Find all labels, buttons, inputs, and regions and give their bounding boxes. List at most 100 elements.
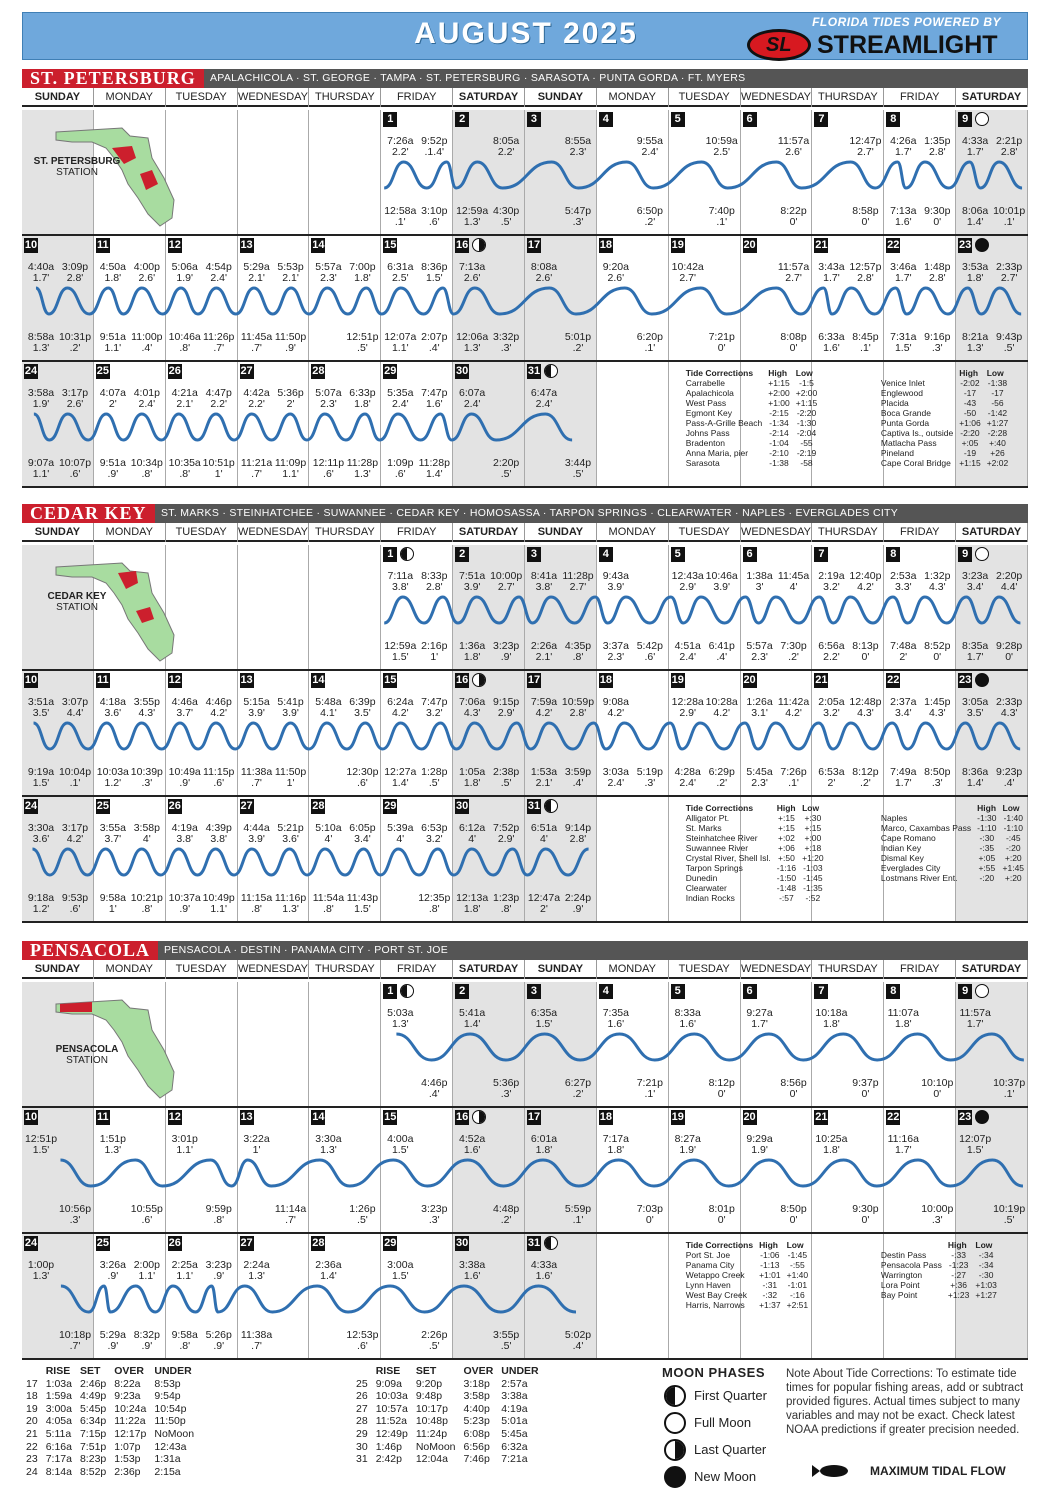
tide-time: 10:49a: [168, 766, 201, 778]
location-name: Matlacha Pass: [880, 438, 937, 448]
tide-time: 5:42p: [636, 640, 663, 652]
high-tide: 4:52a 1.6': [455, 1134, 489, 1156]
tide-time: 10:07p: [58, 457, 92, 469]
tide-corrections-table: Tide Corrections High Low Carrabelle +1:15 -1…: [683, 368, 821, 468]
corrections-header: Low: [802, 803, 820, 813]
tide-time: 2:20p: [493, 457, 520, 469]
moon-times-row: 20 4:05a 6:34p 11:22a 11:50p: [22, 1415, 198, 1428]
tide-height: 2.7': [1000, 272, 1018, 284]
weekday-label: SUNDAY: [525, 88, 597, 107]
low-tide: 11:38a .7': [240, 767, 274, 789]
day-number: 13: [239, 673, 254, 688]
day-number: 23: [958, 238, 973, 253]
tide-time: 11:45a: [777, 570, 810, 582]
high-tide: 2:33p 2.7': [992, 262, 1026, 284]
low-tide: 11:15p .6': [202, 767, 236, 789]
location-name: Lostmans River Ent.: [880, 873, 958, 883]
tide-time: 4:54p: [205, 261, 232, 273]
low-tide: 5:19p .3': [633, 767, 667, 789]
moon-time: 7:15p: [79, 1427, 107, 1440]
calendar-cell: [884, 1234, 957, 1358]
tide-height: 1.6': [894, 216, 912, 228]
tide-height: 1.7': [823, 272, 840, 284]
tide-time: 3:01p: [171, 1133, 198, 1145]
moon-time: 10:48p: [415, 1415, 448, 1428]
low-tide: 8:21a 1.3': [958, 332, 992, 354]
tide-height: .2': [788, 651, 799, 663]
station-name: CEDAR KEY: [47, 591, 107, 602]
correction-row: Apalachicola +2:00 +2:00: [683, 388, 821, 398]
low-tide: 5:36p .3': [489, 1078, 523, 1100]
weekday-label: FRIDAY: [884, 523, 957, 542]
day-number: 16: [455, 673, 470, 688]
tide-section-pensacola: PENSACOLA PENSACOLA · DESTIN · PANAMA CIT…: [22, 941, 1028, 1360]
high-tide: 10:59p 2.8': [561, 697, 595, 719]
low-tide: 2:07p .4': [417, 332, 451, 354]
moon-times-row: 23 7:17a 8:23p 1:53p 1:31a: [22, 1453, 198, 1466]
tide-time: 1:09p: [387, 457, 414, 469]
tide-height: 1.4': [425, 468, 443, 480]
high-tide: 8:33p 2.8': [417, 571, 451, 593]
tide-time: 4:40a: [27, 261, 55, 273]
tide-height: 4': [324, 833, 333, 845]
weekday-label: THURSDAY: [812, 960, 885, 979]
tide-height: .2': [572, 342, 584, 354]
tide-height: .9': [213, 1340, 225, 1352]
tide-time: 3:32p: [493, 331, 520, 343]
high-tide: 8:27a 1.9': [671, 1134, 705, 1156]
moon-time: 6:34p: [79, 1415, 107, 1428]
high-tide: 11:07a 1.8': [886, 1008, 920, 1030]
tide-time: 5:19p: [636, 766, 663, 778]
tide-height: 1.3': [391, 1018, 409, 1030]
day-number: 28: [356, 1415, 368, 1428]
high-tide: 3:05a 3.5': [958, 697, 992, 719]
tide-time: 4:33a: [530, 1259, 558, 1271]
location-name: Port St. Joe: [685, 1250, 731, 1260]
last-moon-icon: [664, 1439, 686, 1461]
high-tide: 4:00a 1.5': [383, 1134, 417, 1156]
tide-height: 2.4': [210, 272, 227, 284]
tide-time: 5:10a: [315, 822, 342, 834]
day-number: 11: [95, 1110, 110, 1125]
high-tide: 4:33a 1.6': [527, 1260, 561, 1282]
tide-height: 3.2': [425, 707, 443, 719]
tide-time: 1:26a: [746, 696, 773, 708]
tide-height: 1': [108, 903, 117, 915]
tide-time: 7:59a: [530, 696, 558, 708]
weekday-label: SATURDAY: [956, 523, 1028, 542]
low-tide: 2:26a 2.1': [527, 641, 561, 663]
low-correction: +2:02: [986, 458, 1009, 468]
low-tide: 1:53a 2.1': [527, 767, 561, 789]
tide-time: 4:33a: [962, 135, 989, 147]
high-tide: 3:53a 1.8': [958, 262, 992, 284]
tide-time: 7:51a: [459, 570, 486, 582]
tide-time: 6:53a: [818, 766, 845, 778]
high-tide: 3:30a 1.3': [311, 1134, 345, 1156]
high-tide: 3:01p 1.1': [168, 1134, 202, 1156]
day-number: 20: [742, 238, 757, 253]
correction-row: Naples -1:30 -1:40: [878, 813, 1027, 823]
florida-map: [52, 118, 192, 238]
tide-time: 5:47p: [564, 205, 592, 217]
tide-height: 4.2': [391, 707, 409, 719]
tide-time: 3:51a: [27, 696, 55, 708]
tide-height: 2.3': [607, 651, 625, 663]
tide-time: 12:48p: [849, 696, 882, 708]
station-name: ST. PETERSBURG: [33, 156, 121, 167]
tide-height: 1.5': [391, 651, 409, 663]
tide-time: 5:57a: [315, 261, 342, 273]
high-tide: 2:37a 3.4': [886, 697, 920, 719]
high-correction: +:15: [778, 823, 795, 833]
tide-height: 4': [540, 833, 548, 845]
tide-time: 10:21p: [130, 892, 163, 904]
low-correction: +2:00: [795, 388, 818, 398]
low-tide: 10:49a .9': [168, 767, 202, 789]
low-tide: 7:31a 1.5': [886, 332, 920, 354]
low-tide: 9:19a 1.5': [24, 767, 58, 789]
tide-time: 8:32p: [133, 1329, 160, 1341]
day-number: 22: [886, 673, 901, 688]
day-number: 12: [167, 238, 182, 253]
high-tide: 9:27a 1.7': [743, 1008, 777, 1030]
tide-time: 3:17p: [61, 387, 89, 399]
weekday-label: WEDNESDAY: [741, 523, 813, 542]
